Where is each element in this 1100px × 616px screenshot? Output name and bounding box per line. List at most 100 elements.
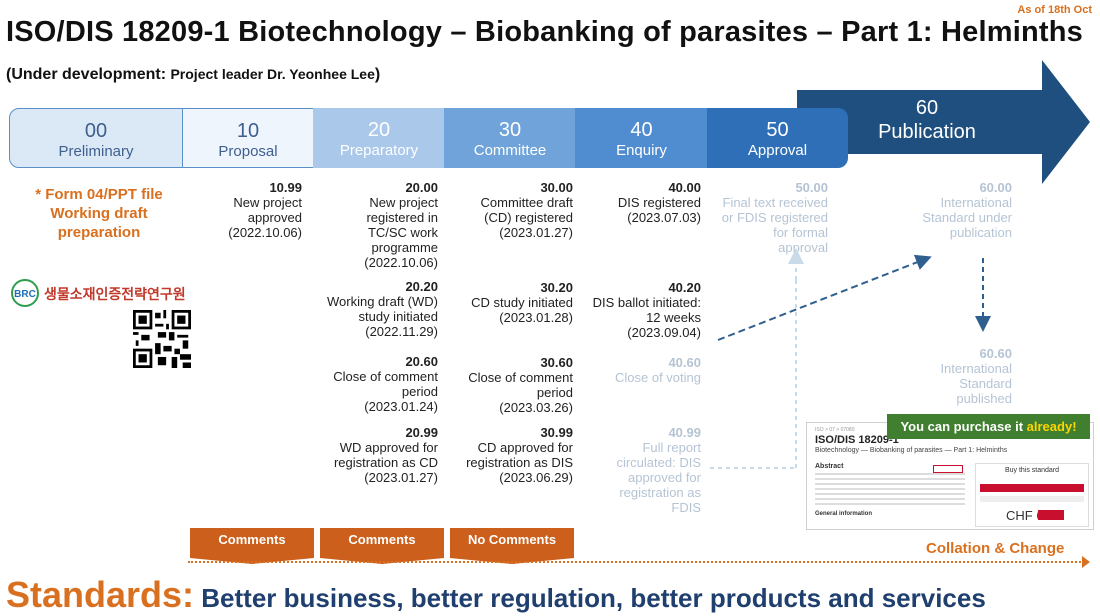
collation-arrow-icon	[1082, 556, 1090, 568]
step-20-20: 20.20 Working draft (WD) study initiated…	[318, 279, 438, 339]
shot-buy-title: Buy this standard	[1004, 467, 1060, 474]
stage-label: Preliminary	[58, 143, 134, 160]
step-30-60: 30.60 Close of comment period (2023.03.2…	[452, 355, 573, 415]
stage-num: 10	[236, 120, 260, 142]
step-date: (2022.11.29)	[365, 324, 438, 339]
comments-tag-20: Comments	[190, 528, 314, 564]
step-text: CD approved for	[477, 440, 573, 455]
step-date: (2023.09.04)	[627, 325, 701, 340]
step-text: New project	[369, 195, 438, 210]
brc-org-name: 생물소재인증전략연구원	[44, 286, 186, 302]
form-note: * Form 04/PPT file Working draft prepara…	[24, 185, 174, 242]
step-code: 60.60	[979, 346, 1012, 361]
subtitle-leader: Project leader Dr. Yeonhee Lee	[170, 66, 375, 82]
step-code: 40.60	[668, 355, 701, 370]
step-date: (2022.10.06)	[228, 225, 302, 240]
step-text: programme	[371, 240, 438, 255]
step-text: FDIS	[671, 500, 701, 515]
step-10-99: 10.99 New project approved (2022.10.06)	[200, 180, 302, 240]
step-text: registration as CD	[333, 455, 438, 470]
stage-00-preliminary: 00 Preliminary	[9, 108, 183, 168]
step-code: 20.20	[405, 279, 438, 294]
step-date: (2023.01.27)	[364, 470, 438, 485]
step-text: Full report	[642, 440, 701, 455]
step-date: (2023.01.28)	[499, 310, 573, 325]
step-text: Committee draft	[480, 195, 573, 210]
stage-num: 30	[498, 119, 522, 141]
step-code: 20.00	[405, 180, 438, 195]
step-text: CD study initiated	[471, 295, 573, 310]
step-30-00: 30.00 Committee draft (CD) registered (2…	[452, 180, 573, 240]
shot-preview-button	[933, 465, 963, 473]
step-60-60: 60.60 International Standard published	[908, 346, 1012, 406]
shot-abstract-lines	[815, 473, 965, 508]
step-text: registration as DIS	[466, 455, 573, 470]
comments-tag-30: Comments	[320, 528, 444, 564]
step-text: approved	[247, 210, 302, 225]
purchase-text: You can purchase it	[900, 419, 1027, 434]
step-text: Close of comment	[468, 370, 573, 385]
step-text: for formal	[773, 225, 828, 240]
stage-label: Publication	[878, 121, 976, 143]
stage-10-proposal: 10 Proposal	[182, 108, 314, 168]
step-code: 10.99	[269, 180, 302, 195]
step-40-20: 40.20 DIS ballot initiated: 12 weeks (20…	[584, 280, 701, 340]
step-code: 30.99	[540, 425, 573, 440]
stage-label: Proposal	[218, 143, 278, 160]
step-60-00: 60.00 International Standard under publi…	[908, 180, 1012, 240]
stage-num: 50	[766, 119, 789, 141]
stage-label: Preparatory	[339, 142, 419, 159]
step-date: (2023.01.27)	[499, 225, 573, 240]
step-code: 20.60	[405, 354, 438, 369]
shot-buy-box: Buy this standard CHF 61	[975, 463, 1089, 527]
step-40-00: 40.00 DIS registered (2023.07.03)	[584, 180, 701, 225]
stage-num: 40	[630, 119, 653, 141]
stage-60-arrow-shape	[797, 60, 1090, 184]
step-code: 50.00	[795, 180, 828, 195]
step-code: 30.20	[540, 280, 573, 295]
slogan-lead: Standards:	[6, 574, 195, 615]
brc-logo-text: BRC	[14, 289, 36, 300]
stage-label: Approval	[747, 142, 808, 159]
slogan-rest: Better business, better regulation, bett…	[194, 583, 986, 613]
step-text: study initiated	[358, 309, 439, 324]
shot-breadcrumb: ISO > 07 > 07080	[815, 427, 855, 433]
brc-logo-icon: BRC	[11, 279, 39, 307]
step-text: 12 weeks	[646, 310, 701, 325]
step-code: 40.00	[668, 180, 701, 195]
step-text: publication	[949, 225, 1012, 240]
step-text: TC/SC work	[367, 225, 438, 240]
step-date: (2023.01.24)	[364, 399, 438, 414]
step-text: Standard under	[922, 210, 1012, 225]
form-note-line: Working draft	[50, 205, 148, 222]
arrow-40-to-60	[717, 254, 932, 341]
step-text: registered in	[366, 210, 438, 225]
step-text: or FDIS registered	[721, 210, 828, 225]
step-30-20: 30.20 CD study initiated (2023.01.28)	[452, 280, 573, 325]
stage-num: 00	[84, 120, 108, 142]
step-40-60: 40.60 Close of voting	[584, 355, 701, 385]
step-text: approved for	[628, 470, 701, 485]
shot-buy-button	[1038, 510, 1064, 520]
iso-store-screenshot[interactable]: ISO > 07 > 07080 ISO/DIS 18209-1 Biotech…	[806, 422, 1094, 530]
shot-subtitle: Biotechnology — Biobanking of parasites …	[815, 447, 1008, 454]
shot-general-heading: General information	[815, 511, 873, 517]
purchase-banner: You can purchase it already!	[887, 414, 1090, 439]
step-text: New project	[233, 195, 302, 210]
step-date: (2022.10.06)	[364, 255, 438, 270]
step-text: International	[940, 361, 1012, 376]
step-date: (2023.07.03)	[627, 210, 701, 225]
qr-code-icon	[133, 310, 191, 368]
shot-title: ISO/DIS 18209-1	[815, 434, 899, 446]
stage-50-approval: 50 Approval	[707, 108, 848, 168]
step-text: (CD) registered	[484, 210, 573, 225]
step-code: 60.00	[979, 180, 1012, 195]
shot-abstract-heading: Abstract	[815, 463, 844, 470]
subtitle-prefix: (Under development:	[6, 66, 167, 83]
purchase-highlight: already!	[1026, 419, 1077, 434]
stage-num: 20	[367, 119, 391, 141]
step-text: International	[940, 195, 1012, 210]
stage-20-preparatory: 20 Preparatory	[313, 108, 445, 168]
step-20-00: 20.00 New project registered in TC/SC wo…	[318, 180, 438, 270]
as-of-date: As of 18th Oct	[1017, 4, 1092, 16]
